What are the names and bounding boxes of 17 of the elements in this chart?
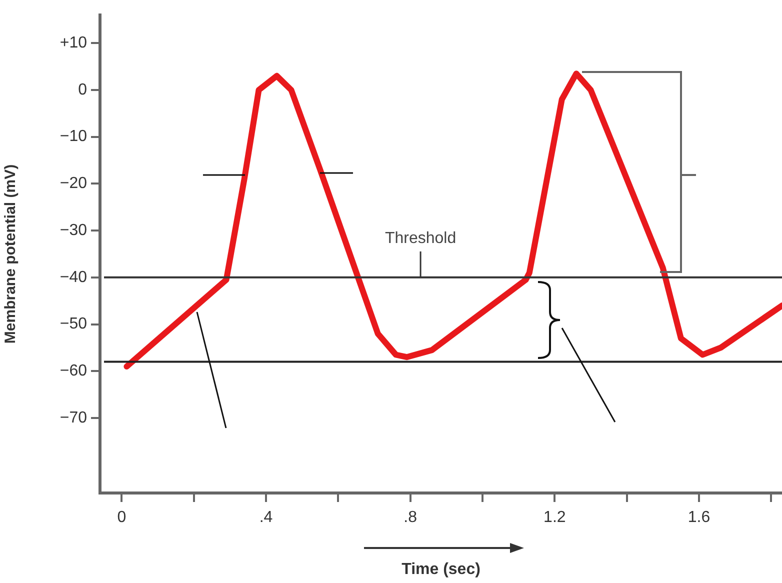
ref-line-label: Threshold: [384, 230, 456, 247]
y-tick-label: −50: [60, 316, 88, 333]
x-tick-label: 1.6: [688, 509, 710, 526]
y-tick-label: −30: [60, 222, 88, 239]
y-tick-label: 0: [78, 81, 88, 98]
x-tick-label: 1.2: [544, 509, 566, 526]
x-tick-label: 0: [117, 509, 126, 526]
x-tick-label: .4: [259, 509, 273, 526]
y-tick-label: −40: [60, 268, 88, 286]
y-tick-label: +10: [60, 34, 88, 52]
x-tick-label: .8: [404, 509, 418, 526]
y-axis-title: Membrane potential (mV): [2, 164, 20, 344]
y-tick-label: −70: [60, 409, 88, 426]
y-tick-label: −20: [60, 175, 88, 192]
y-tick-label: −10: [60, 128, 88, 146]
x-axis-title: Time (sec): [402, 560, 480, 578]
y-tick-label: −60: [60, 362, 88, 380]
